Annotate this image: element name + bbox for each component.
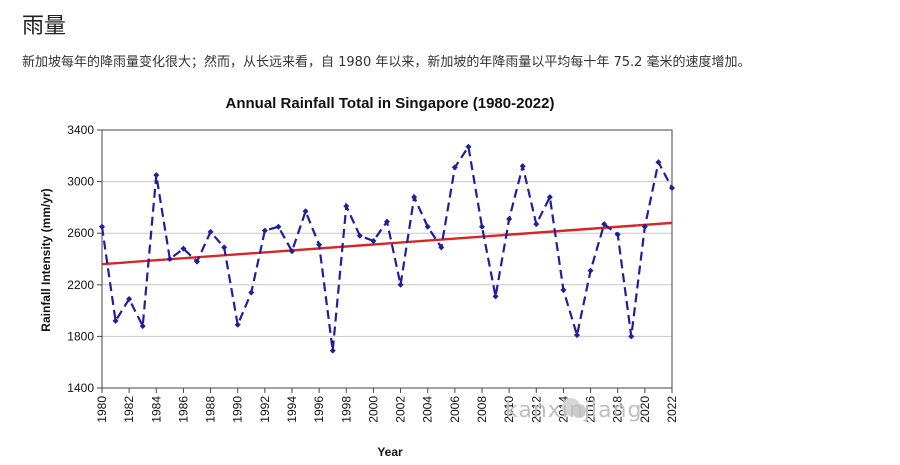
x-tick-label: 1992	[258, 396, 272, 423]
data-point	[492, 293, 499, 300]
data-point	[180, 245, 187, 252]
x-tick-label: 2000	[366, 396, 380, 423]
data-point	[166, 256, 173, 262]
watermark-text: kanxinjiang	[505, 398, 643, 423]
x-tick-label: 1986	[176, 396, 190, 423]
data-point	[546, 194, 553, 201]
data-point	[370, 237, 377, 244]
data-point	[302, 208, 309, 215]
data-point	[601, 221, 608, 228]
y-tick-label: 2600	[67, 226, 94, 240]
y-axis-label: Rainfall Intensity (mm/yr)	[39, 188, 53, 331]
data-point	[139, 323, 146, 330]
data-point	[112, 317, 119, 324]
trend-line	[101, 221, 673, 266]
x-tick-label: 1982	[122, 396, 136, 423]
data-point	[397, 281, 404, 288]
x-tick-label: 1984	[149, 396, 163, 423]
x-tick-label: 2002	[394, 396, 408, 423]
y-axis-ticks: 1400 1800 2200 2600 3000 3400	[67, 123, 102, 395]
data-point	[574, 332, 580, 339]
x-tick-label: 2012	[529, 396, 543, 423]
data-point	[451, 164, 458, 171]
data-point	[316, 241, 323, 248]
chart-title: Annual Rainfall Total in Singapore (1980…	[226, 95, 555, 112]
x-tick-label: 1998	[339, 396, 353, 423]
x-axis-label: Year	[377, 445, 403, 459]
data-point	[356, 232, 363, 239]
section-description: 新加坡每年的降雨量变化很大；然而，从长远来看，自 1980 年以来，新加坡的年降…	[22, 55, 751, 70]
data-point	[438, 244, 445, 251]
y-tick-label: 1800	[67, 329, 94, 343]
data-point	[479, 223, 485, 230]
data-point	[614, 231, 621, 238]
data-point	[384, 218, 390, 225]
data-point	[533, 221, 540, 228]
data-point	[221, 244, 228, 251]
data-point	[465, 143, 472, 150]
data-point	[641, 223, 648, 230]
x-tick-label: 2006	[448, 396, 462, 423]
x-axis-ticks: 1980 1982 1984 1986 1988 1990 1992 1994 1996 1998…	[95, 388, 679, 423]
y-tick-label: 1400	[67, 381, 94, 395]
x-tick-label: 1980	[95, 396, 109, 423]
y-tick-label: 2200	[67, 278, 94, 292]
data-point	[194, 258, 200, 265]
x-tick-label: 1994	[285, 396, 299, 423]
data-point	[669, 185, 675, 192]
x-tick-label: 2022	[665, 396, 679, 423]
data-point	[506, 216, 513, 223]
data-point	[560, 286, 567, 293]
y-tick-label: 3400	[67, 123, 94, 137]
data-point	[587, 267, 594, 274]
rainfall-series-line	[100, 143, 673, 351]
section-heading: 雨量	[22, 14, 67, 39]
data-point	[99, 223, 105, 230]
watermark-logo-icon	[560, 395, 588, 423]
data-point	[126, 295, 133, 302]
data-point	[628, 333, 635, 340]
data-point	[234, 321, 241, 328]
x-tick-label: 1988	[204, 396, 218, 423]
data-point	[655, 159, 662, 166]
x-tick-label: 2016	[584, 396, 598, 423]
y-tick-label: 3000	[67, 175, 94, 189]
x-tick-label: 2008	[475, 396, 489, 423]
data-point	[424, 223, 431, 230]
data-point	[207, 228, 214, 235]
data-point	[411, 194, 418, 201]
x-tick-label: 1990	[231, 396, 245, 423]
data-point	[275, 223, 282, 230]
x-tick-label: 1996	[312, 396, 326, 423]
x-tick-label: 2010	[502, 396, 516, 423]
x-tick-label: 2004	[421, 396, 435, 423]
data-point	[343, 203, 350, 210]
x-tick-label: 2020	[638, 396, 652, 423]
plot-area	[101, 129, 673, 389]
data-point	[248, 289, 255, 296]
data-point	[329, 347, 336, 354]
series-layer	[99, 143, 675, 354]
data-point	[289, 248, 295, 255]
data-point	[261, 227, 268, 234]
x-tick-label: 2018	[611, 396, 625, 423]
data-point	[519, 163, 526, 170]
data-point	[153, 172, 160, 179]
